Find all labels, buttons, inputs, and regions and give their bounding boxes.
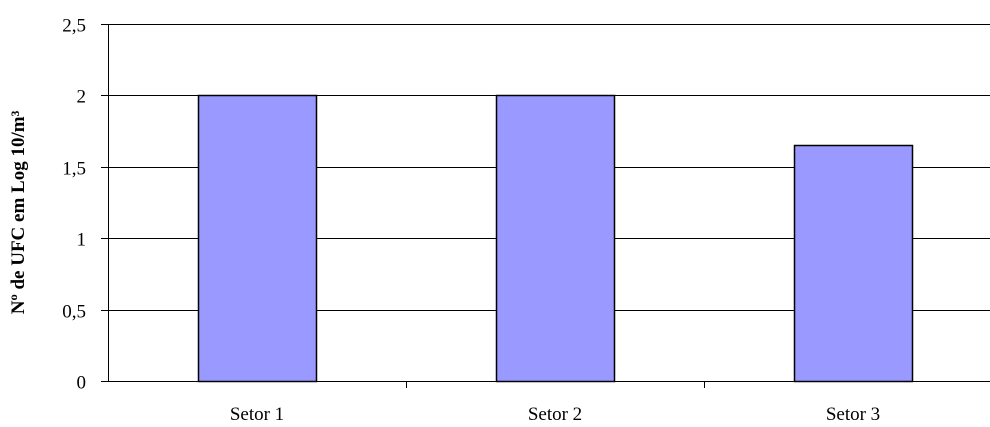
y-tick-label: 2,5 xyxy=(62,16,86,37)
bar-1 xyxy=(197,94,318,383)
x-tick-label: Setor 3 xyxy=(826,404,880,425)
bar-3 xyxy=(793,144,914,383)
y-tick-label: 1 xyxy=(77,230,87,251)
bars xyxy=(197,94,914,383)
y-tick-labels: 0 0,5 1 1,5 2 2,5 xyxy=(62,16,108,394)
y-axis-title: Nº de UFC em Log 10/m³ xyxy=(8,110,29,314)
y-tick-label: 2 xyxy=(77,87,87,108)
y-tick-label: 1,5 xyxy=(62,159,86,180)
bar-2 xyxy=(495,94,616,383)
y-tick-label: 0,5 xyxy=(62,302,86,323)
axes xyxy=(108,24,990,382)
x-tick-label: Setor 2 xyxy=(528,404,582,425)
y-tick-label: 0 xyxy=(77,373,87,394)
x-tick-labels: Setor 1 Setor 2 Setor 3 xyxy=(230,381,880,425)
x-tick-label: Setor 1 xyxy=(230,404,284,425)
